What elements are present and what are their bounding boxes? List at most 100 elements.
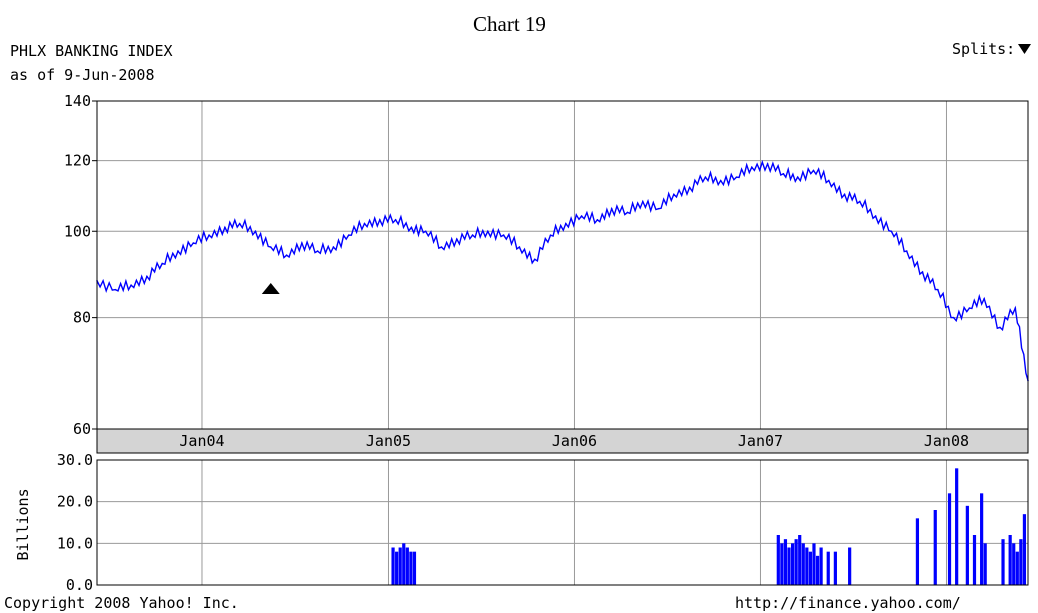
price-data-point — [657, 207, 660, 210]
volume-bar — [395, 551, 399, 585]
price-data-point — [301, 242, 303, 244]
price-data-point — [394, 219, 397, 221]
volume-bar — [776, 535, 780, 585]
triangle-up-icon[interactable] — [261, 283, 280, 294]
price-data-point — [766, 163, 769, 165]
price-data-point — [440, 246, 443, 248]
price-plot-area — [97, 101, 1028, 429]
volume-bar — [947, 493, 952, 585]
price-y-tick-label: 100 — [64, 222, 91, 240]
price-data-point — [224, 226, 226, 229]
volume-bar — [783, 539, 788, 585]
volume-bar — [391, 547, 395, 585]
volume-bar — [915, 518, 920, 585]
volume-bar — [787, 547, 791, 585]
volume-bar — [833, 551, 837, 585]
volume-plot-border — [96, 459, 1029, 586]
price-data-point — [146, 275, 148, 278]
price-data-point — [363, 222, 366, 225]
x-tick-label: Jan04 — [179, 432, 224, 450]
price-data-point — [641, 200, 644, 203]
index-title: PHLX BANKING INDEX — [10, 42, 173, 60]
volume-bar — [972, 535, 977, 585]
volume-bar — [1019, 539, 1023, 585]
copyright-text: Copyright 2008 Yahoo! Inc. — [4, 594, 239, 612]
price-chart: 60 80 100 120 140 — [64, 92, 1029, 438]
price-data-point — [565, 222, 567, 225]
volume-bar — [983, 543, 987, 585]
x-tick-label: Jan05 — [366, 432, 411, 450]
price-data-point — [285, 254, 288, 257]
date-axis-band: Jan04 Jan05 Jan06 Jan07 Jan08 — [96, 428, 1029, 454]
volume-bar — [405, 547, 409, 585]
price-data-point — [580, 215, 583, 217]
price-data-point — [983, 297, 985, 300]
price-data-point — [192, 242, 195, 244]
volume-bar — [955, 468, 959, 585]
volume-bar — [805, 547, 809, 585]
price-data-point — [952, 316, 955, 319]
price-data-point — [673, 193, 675, 196]
as-of-date: as of 9-Jun-2008 — [10, 66, 155, 84]
price-data-point — [610, 207, 613, 210]
volume-bar — [933, 510, 937, 585]
volume-bar — [1012, 543, 1016, 585]
volume-chart: 0.0 10.0 20.0 30.0 Billions — [14, 451, 1029, 594]
price-y-tick-label: 140 — [64, 92, 91, 110]
price-data-point — [782, 172, 785, 175]
price-data-point — [890, 230, 893, 233]
price-y-tick-label: 80 — [73, 309, 91, 327]
price-data-point — [827, 179, 830, 182]
volume-bar — [815, 555, 820, 585]
price-data-point — [130, 284, 132, 286]
price-data-point — [796, 176, 799, 178]
price-data-point — [410, 226, 413, 229]
price-data-point — [269, 246, 272, 248]
price-y-tick-label: 60 — [73, 420, 91, 438]
volume-bar — [965, 505, 969, 585]
volume-bar — [1008, 535, 1012, 585]
price-data-point — [812, 169, 815, 172]
x-tick-label: Jan07 — [738, 432, 783, 450]
volume-bar — [801, 543, 805, 585]
volume-bar — [808, 551, 813, 585]
price-data-point — [424, 230, 427, 233]
price-data-point — [208, 234, 210, 236]
volume-bar — [790, 543, 795, 585]
price-data-point — [921, 271, 924, 273]
volume-bar — [398, 547, 402, 585]
splits-toggle[interactable]: Splits: — [952, 40, 1033, 58]
price-data-point — [751, 166, 753, 168]
volume-bar — [1001, 539, 1005, 585]
price-data-point — [859, 200, 861, 203]
volume-bar — [980, 493, 984, 585]
price-data-point — [502, 234, 505, 236]
price-data-point — [626, 211, 629, 214]
volume-y-tick-label: 20.0 — [57, 493, 93, 511]
volume-y-tick-label: 30.0 — [57, 451, 93, 469]
price-data-point — [549, 234, 552, 236]
price-data-point — [999, 326, 1001, 329]
volume-bar — [402, 543, 406, 585]
x-tick-label: Jan06 — [552, 432, 597, 450]
price-data-point — [238, 222, 241, 225]
price-data-point — [843, 193, 846, 196]
price-data-point — [332, 246, 335, 248]
price-data-point — [688, 186, 691, 189]
price-data-point — [161, 262, 164, 265]
price-data-point — [905, 250, 908, 252]
triangle-down-icon[interactable] — [1015, 40, 1033, 58]
price-data-point — [704, 176, 707, 178]
price-data-point — [379, 219, 381, 221]
date-band-background — [96, 428, 1029, 454]
volume-bar — [826, 551, 830, 585]
price-data-point — [455, 238, 458, 240]
price-data-point — [518, 246, 521, 248]
price-data-point — [254, 230, 257, 233]
price-data-point — [735, 176, 738, 178]
source-link[interactable]: http://finance.yahoo.com/ — [735, 594, 961, 612]
volume-y-tick-label: 10.0 — [57, 534, 93, 552]
volume-bar — [812, 543, 816, 585]
price-data-point — [937, 288, 939, 291]
